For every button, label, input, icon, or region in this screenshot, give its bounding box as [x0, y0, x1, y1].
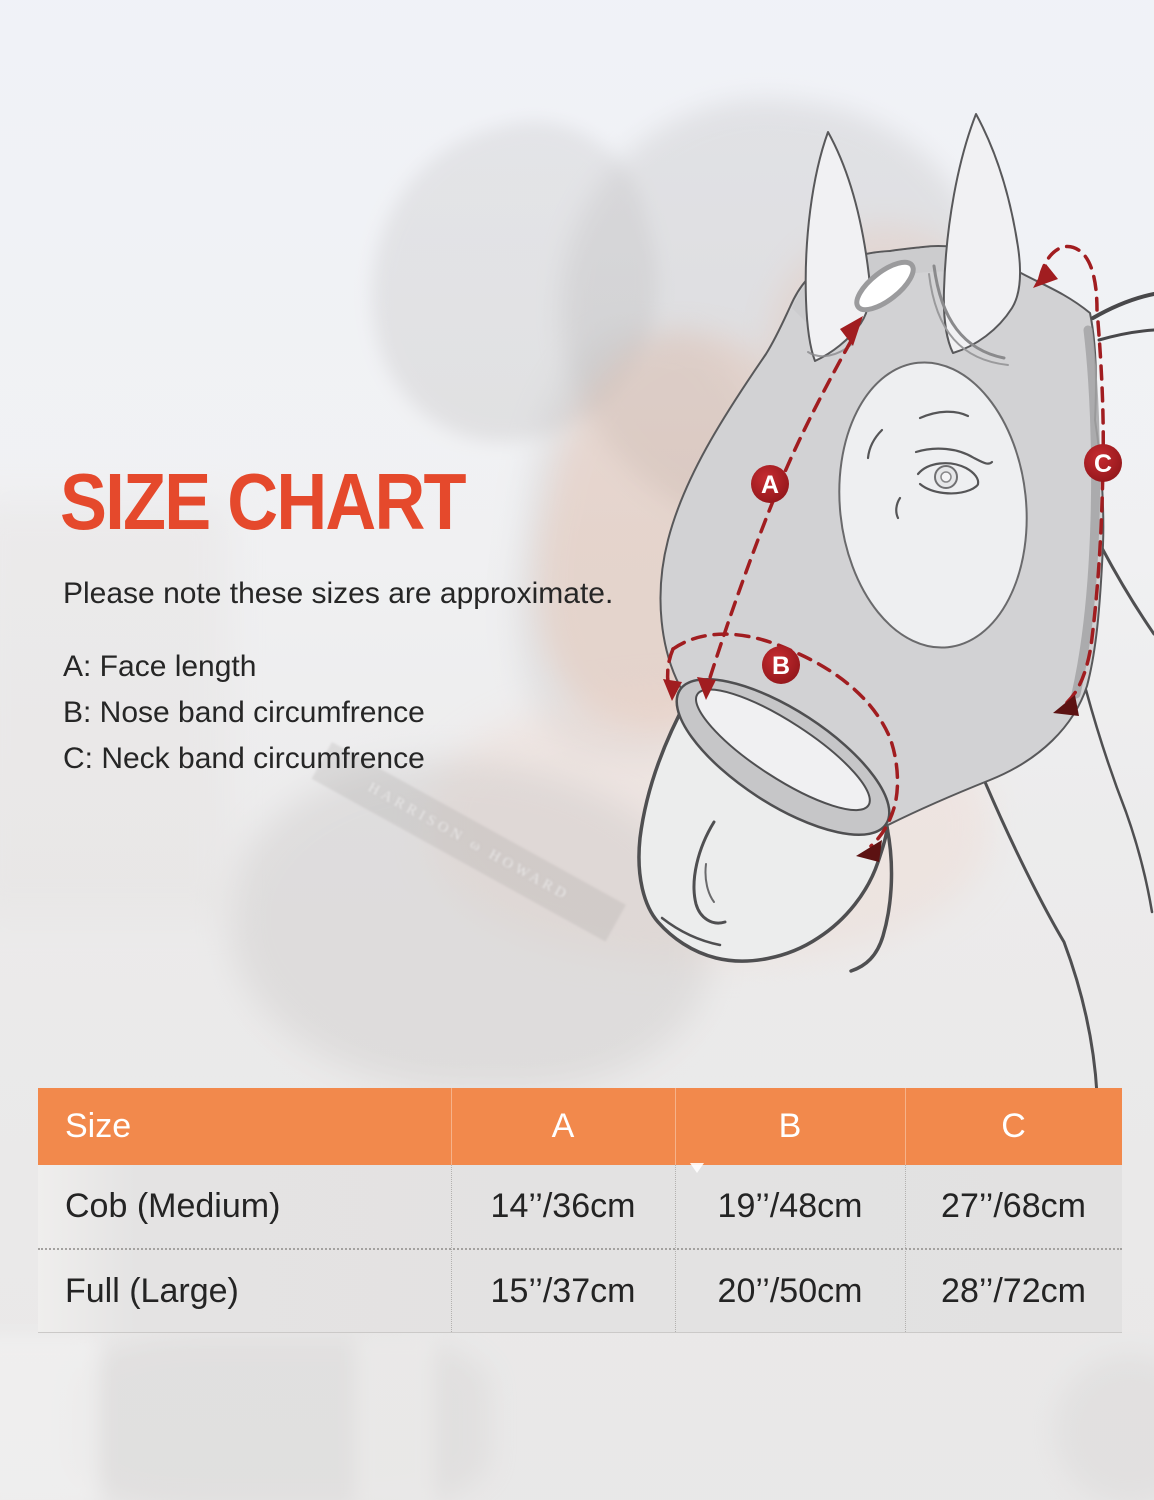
arrow-b-end — [856, 840, 882, 862]
page-subtitle: Please note these sizes are approximate. — [63, 577, 614, 610]
table-row: Cob (Medium) 14’’/36cm 19’’/48cm 27’’/68… — [38, 1165, 1122, 1248]
measurement-path-a — [706, 339, 853, 686]
ear-hole-rim-outer — [928, 273, 1009, 366]
header-size: Size — [65, 1107, 132, 1145]
row-value-c: 27’’/68cm — [941, 1187, 1086, 1225]
nostril-line — [692, 820, 727, 925]
measurement-path-b-tail — [665, 647, 675, 694]
marker-letter-a: A — [761, 471, 779, 499]
arrow-c-end — [1053, 695, 1079, 716]
arrow-a-bottom — [697, 677, 716, 700]
nostril-inner-line — [704, 863, 715, 903]
arrow-b-left — [663, 679, 682, 701]
measurement-path-c-arch — [1038, 244, 1099, 312]
row-value-a: 15’’/37cm — [490, 1271, 636, 1310]
header-separator — [905, 1088, 906, 1165]
marker-badge-b: B — [762, 646, 800, 684]
horse-muzzle — [638, 698, 887, 962]
arrow-a-top — [840, 316, 863, 346]
white-speck-artifact — [690, 1163, 704, 1173]
table-row: Full (Large) 15’’/37cm 20’’/50cm 28’’/72… — [38, 1248, 1122, 1332]
ear-hole-rim — [932, 264, 1006, 360]
size-table-header: Size A B C — [38, 1088, 1122, 1165]
throat-line — [983, 780, 1099, 1096]
marker-badge-c: C — [1084, 444, 1122, 482]
size-table: Size A B C Cob (Medium) 14’’/36cm 19’’/4… — [38, 1088, 1122, 1333]
neck-line-upper — [1100, 546, 1154, 636]
horse-right-ear — [942, 113, 1021, 354]
blaze-hole — [854, 259, 916, 313]
arrow-c-arch — [1033, 264, 1058, 288]
nose-band — [675, 678, 891, 836]
header-c: C — [1001, 1107, 1026, 1145]
marker-letter-c: C — [1094, 450, 1112, 478]
column-separator — [675, 1165, 676, 1332]
marker-letter-b: B — [772, 652, 790, 680]
marker-badge-a: A — [751, 465, 789, 503]
mane-wisp-1 — [1091, 292, 1154, 320]
legend-item-a: A: Face length — [63, 650, 257, 683]
row-size-label: Cob (Medium) — [65, 1187, 281, 1225]
header-b: B — [778, 1107, 802, 1145]
row-value-b: 20’’/50cm — [717, 1271, 863, 1310]
mane-wisp-2 — [1097, 328, 1154, 342]
eye-opening — [838, 361, 1028, 649]
measurement-arrowheads — [663, 264, 1079, 862]
measurement-path-b — [671, 632, 900, 848]
legend-item-b: B: Nose band circumfrence — [63, 696, 425, 729]
measurement-paths — [665, 244, 1106, 848]
row-value-b: 19’’/48cm — [717, 1187, 863, 1225]
mask-edge-trim — [1071, 325, 1101, 699]
jaw-line — [849, 825, 894, 973]
eye-sketch — [866, 410, 994, 520]
column-separator — [905, 1165, 906, 1332]
horse-left-ear — [804, 131, 871, 362]
marker-badges: A B C — [751, 444, 1122, 684]
row-size-label: Full (Large) — [65, 1271, 239, 1310]
row-value-c: 28’’/72cm — [941, 1271, 1086, 1310]
measurement-path-c — [1061, 320, 1106, 708]
measurement-legend: A: Face length B: Nose band circumfrence… — [63, 644, 425, 782]
row-value-a: 14’’/36cm — [490, 1187, 636, 1225]
neck-line-lower — [1084, 688, 1154, 914]
header-separator — [675, 1088, 676, 1165]
page-title: SIZE CHART — [60, 457, 467, 546]
header-a: A — [551, 1107, 575, 1145]
column-separator — [451, 1165, 452, 1332]
horse-muzzle-outline — [637, 696, 889, 963]
header-separator — [451, 1088, 452, 1165]
legend-item-c: C: Neck band circumfrence — [63, 742, 425, 775]
size-table-body: Cob (Medium) 14’’/36cm 19’’/48cm 27’’/68… — [38, 1165, 1122, 1333]
mouth-line — [660, 916, 722, 947]
